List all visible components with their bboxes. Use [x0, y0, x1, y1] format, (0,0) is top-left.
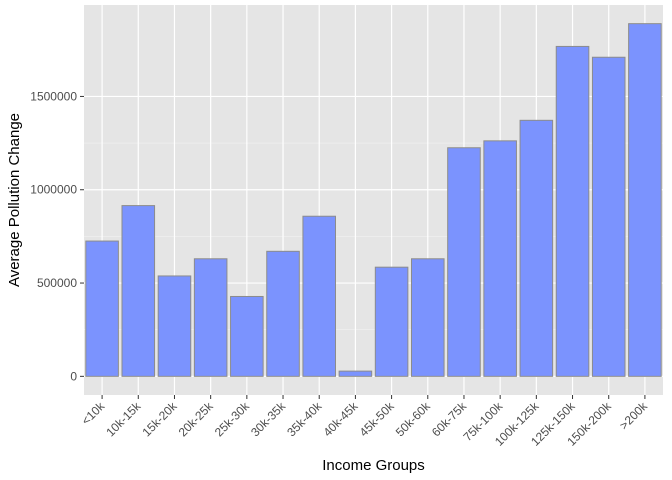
bar-100k-125k	[519, 119, 554, 377]
x-axis: <10k10k-15k15k-20k20k-25k25k-30k30k-35k3…	[79, 395, 651, 449]
bars	[85, 23, 662, 377]
bar-15k-20k	[157, 275, 192, 377]
x-tick-label: 30k-35k	[248, 399, 289, 440]
bar-75k-100k	[483, 140, 517, 377]
y-tick-label: 1000000	[30, 183, 77, 197]
bar-125k-150k	[555, 45, 590, 377]
bar-10k-15k	[121, 205, 156, 377]
bar-20k-25k	[193, 258, 228, 377]
y-tick-label: 0	[70, 369, 77, 383]
x-tick-label: >200k	[617, 399, 651, 433]
bar-30k-35k	[266, 250, 300, 377]
bar-<10k	[85, 240, 119, 377]
bar-35k-40k	[302, 215, 337, 377]
bar-150k-200k	[591, 56, 626, 377]
x-tick-label: 35k-40k	[284, 399, 325, 440]
x-tick-label: 20k-25k	[176, 399, 217, 440]
x-axis-title: Income Groups	[322, 457, 425, 474]
bar-25k-30k	[230, 295, 264, 377]
bar-50k-60k	[410, 258, 445, 377]
bar->200k	[628, 23, 662, 377]
y-tick-label: 500000	[37, 276, 77, 290]
x-tick-label: <10k	[79, 399, 108, 428]
x-tick-label: 45k-50k	[357, 399, 398, 440]
y-axis-title: Average Pollution Change	[6, 113, 23, 287]
y-axis: 0 500000 1000000 1500000	[30, 89, 84, 383]
bar-45k-50k	[374, 266, 409, 377]
x-tick-label: 50k-60k	[393, 399, 434, 440]
bar-60k-75k	[447, 147, 481, 377]
x-tick-label: 40k-45k	[320, 399, 361, 440]
x-tick-label: 10k-15k	[103, 399, 144, 440]
bar-40k-45k	[338, 370, 373, 377]
x-tick-label: 15k-20k	[139, 399, 180, 440]
y-tick-label: 1500000	[30, 89, 77, 103]
x-tick-label: 25k-30k	[212, 399, 253, 440]
